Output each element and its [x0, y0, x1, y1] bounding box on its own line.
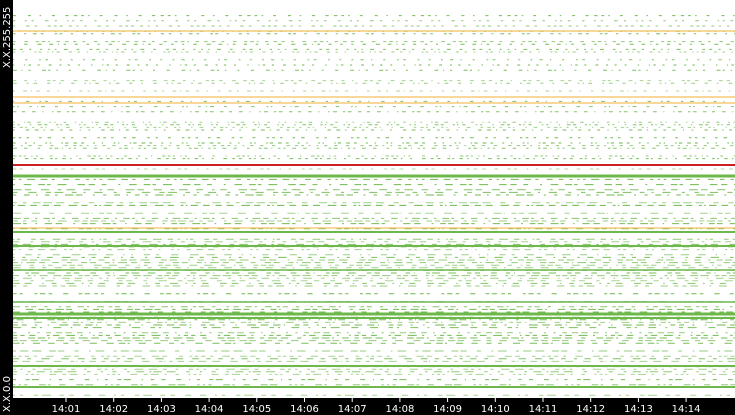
time-tick-label: 14:04 [195, 404, 224, 415]
time-tick-label: 14:05 [242, 404, 271, 415]
traffic-rows [13, 15, 735, 396]
time-tick-label: 14:14 [672, 404, 701, 415]
time-tick-label: 14:06 [290, 404, 319, 415]
y-axis-strip [0, 0, 13, 415]
time-tick-label: 14:12 [576, 404, 605, 415]
time-axis-strip [0, 398, 735, 415]
y-top-label: X.X.255.255 [2, 7, 13, 68]
time-tick-label: 14:07 [338, 404, 367, 415]
time-tick-label: 14:03 [147, 404, 176, 415]
time-ticks: 14:01 14:02 14:03 14:04 14:05 14:06 14:07 14:08… [52, 398, 701, 415]
time-tick-label: 14:08 [385, 404, 414, 415]
time-tick-label: 14:13 [624, 404, 653, 415]
time-tick-label: 14:01 [52, 404, 81, 415]
time-tick-label: 14:02 [99, 404, 128, 415]
y-bottom-label: X.X.0.0 [2, 376, 13, 412]
time-tick-label: 14:10 [481, 404, 510, 415]
time-tick-label: 14:11 [529, 404, 558, 415]
time-tick-label: 14:09 [433, 404, 462, 415]
